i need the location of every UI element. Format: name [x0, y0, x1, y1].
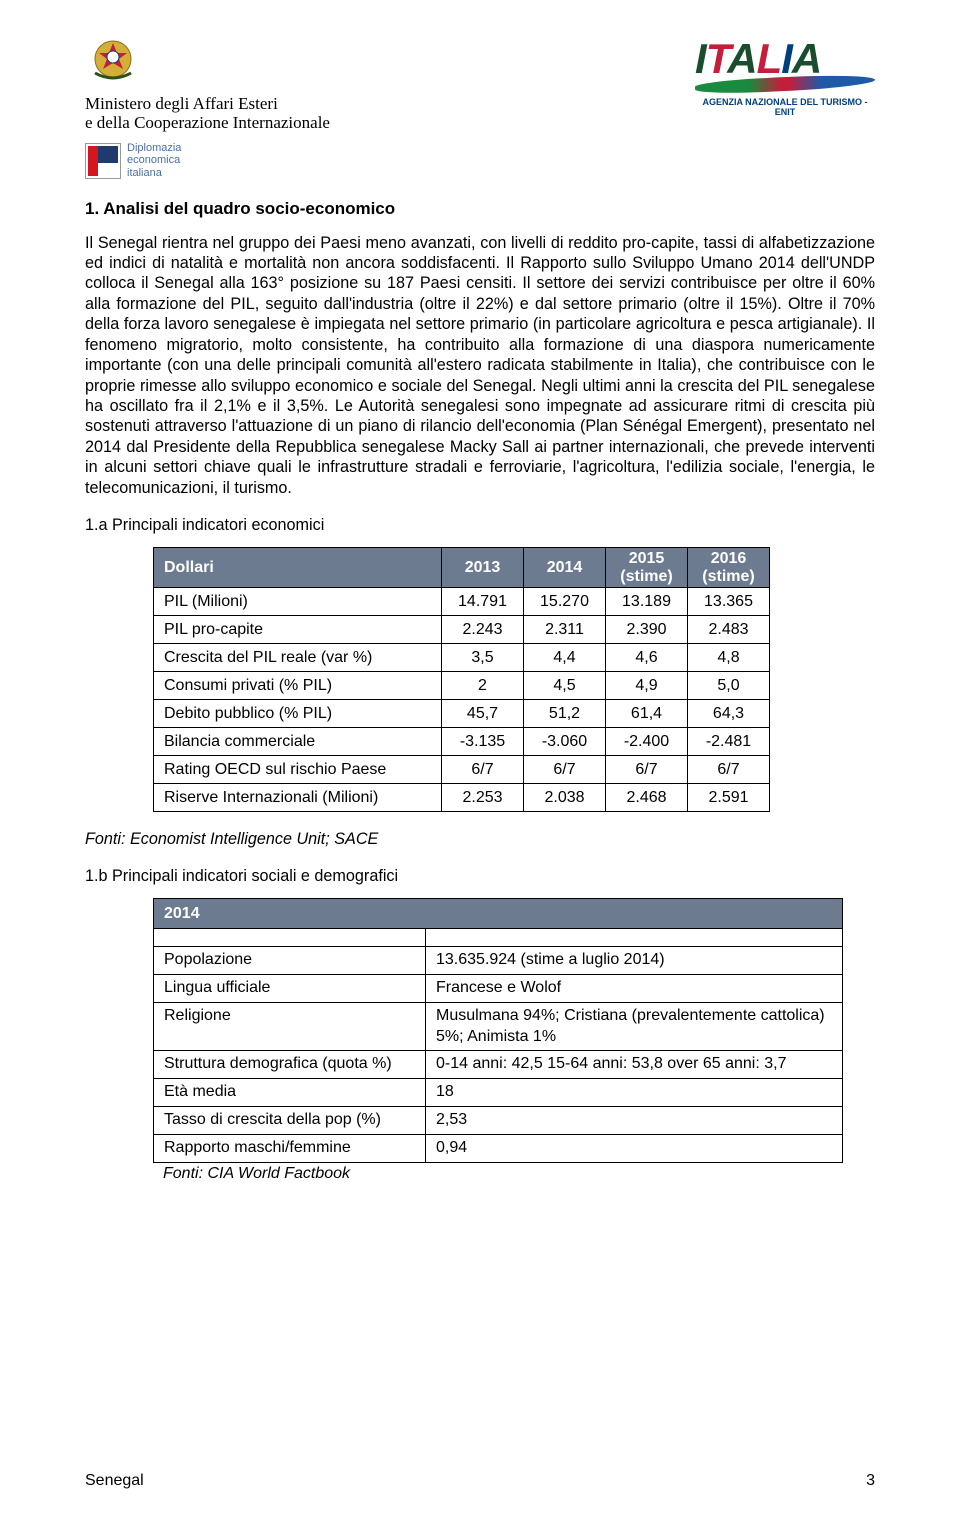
demo-key: Tasso di crescita della pop (%)	[154, 1106, 426, 1134]
subsection-b-title: 1.b Principali indicatori sociali e demo…	[85, 867, 875, 886]
cell-value: 4,8	[688, 644, 770, 672]
cell-value: 14.791	[442, 588, 524, 616]
demo-value: 0-14 anni: 42,5 15-64 anni: 53,8 over 65…	[426, 1051, 843, 1079]
cell-value: 2.243	[442, 616, 524, 644]
cell-value: 2.468	[606, 784, 688, 812]
demo-source: Fonti: CIA World Factbook	[163, 1165, 875, 1183]
demo-value: Francese e Wolof	[426, 974, 843, 1002]
col-header-2013: 2013	[442, 547, 524, 587]
subsection-a-title: 1.a Principali indicatori economici	[85, 516, 875, 535]
cell-value: 4,5	[524, 672, 606, 700]
cell-value: 2.390	[606, 616, 688, 644]
row-label: PIL (Milioni)	[154, 588, 442, 616]
table-row: Rapporto maschi/femmine0,94	[154, 1134, 843, 1162]
table-row: Età media18	[154, 1079, 843, 1107]
table-row: Popolazione13.635.924 (stime a luglio 20…	[154, 947, 843, 975]
row-label: Consumi privati (% PIL)	[154, 672, 442, 700]
cell-value: 45,7	[442, 700, 524, 728]
cell-value: 2	[442, 672, 524, 700]
cell-value: 5,0	[688, 672, 770, 700]
cell-value: 4,9	[606, 672, 688, 700]
cell-value: -2.481	[688, 728, 770, 756]
cell-value: 64,3	[688, 700, 770, 728]
source-a: Fonti: Economist Intelligence Unit; SACE	[85, 830, 875, 849]
demo-key: Lingua ufficiale	[154, 974, 426, 1002]
table-row: Lingua ufficialeFrancese e Wolof	[154, 974, 843, 1002]
ministry-name: Ministero degli Affari Esteri e della Co…	[85, 95, 330, 132]
demo-value: 0,94	[426, 1134, 843, 1162]
row-label: PIL pro-capite	[154, 616, 442, 644]
ministry-line-2: e della Cooperazione Internazionale	[85, 113, 330, 132]
cell-value: -3.135	[442, 728, 524, 756]
italia-subtitle: AGENZIA NAZIONALE DEL TURISMO - ENIT	[695, 97, 875, 117]
economic-indicators-table: Dollari 2013 2014 2015(stime) 2016(stime…	[153, 547, 770, 812]
table-row: Tasso di crescita della pop (%)2,53	[154, 1106, 843, 1134]
demo-header: 2014	[154, 899, 843, 929]
table-row: PIL (Milioni)14.79115.27013.18913.365	[154, 588, 770, 616]
demo-key: Popolazione	[154, 947, 426, 975]
demographic-indicators-table: 2014 Popolazione13.635.924 (stime a lugl…	[153, 898, 843, 1162]
page-footer: Senegal 3	[85, 1472, 875, 1490]
demo-value: 13.635.924 (stime a luglio 2014)	[426, 947, 843, 975]
cell-value: 4,6	[606, 644, 688, 672]
cell-value: 6/7	[606, 756, 688, 784]
footer-page-number: 3	[866, 1472, 875, 1490]
cell-value: 13.365	[688, 588, 770, 616]
body-paragraph: Il Senegal rientra nel gruppo dei Paesi …	[85, 233, 875, 498]
cell-value: 2.253	[442, 784, 524, 812]
cell-value: 15.270	[524, 588, 606, 616]
table-row: PIL pro-capite2.2432.3112.3902.483	[154, 616, 770, 644]
demo-value: 18	[426, 1079, 843, 1107]
row-label: Rating OECD sul rischio Paese	[154, 756, 442, 784]
cell-value: -2.400	[606, 728, 688, 756]
section-title: 1. Analisi del quadro socio-economico	[85, 199, 875, 219]
table-row: Struttura demografica (quota %)0-14 anni…	[154, 1051, 843, 1079]
ministry-line-1: Ministero degli Affari Esteri	[85, 94, 278, 113]
page-header: Ministero degli Affari Esteri e della Co…	[85, 35, 875, 179]
cell-value: 6/7	[688, 756, 770, 784]
col-header-label: Dollari	[154, 547, 442, 587]
diplomacy-badge: Diplomazia economica italiana	[85, 142, 330, 178]
cell-value: 2.591	[688, 784, 770, 812]
cell-value: 2.311	[524, 616, 606, 644]
col-header-2015: 2015(stime)	[606, 547, 688, 587]
row-label: Riserve Internazionali (Milioni)	[154, 784, 442, 812]
demo-key: Rapporto maschi/femmine	[154, 1134, 426, 1162]
table-row: Debito pubblico (% PIL)45,751,261,464,3	[154, 700, 770, 728]
cell-value: 13.189	[606, 588, 688, 616]
cell-value: 6/7	[524, 756, 606, 784]
demo-key: Età media	[154, 1079, 426, 1107]
diplomacy-flag-icon	[85, 143, 121, 179]
cell-value: 6/7	[442, 756, 524, 784]
row-label: Bilancia commerciale	[154, 728, 442, 756]
cell-value: 2.038	[524, 784, 606, 812]
col-header-2016: 2016(stime)	[688, 547, 770, 587]
demo-value: Musulmana 94%; Cristiana (prevalentement…	[426, 1002, 843, 1051]
cell-value: 2.483	[688, 616, 770, 644]
diplomacy-text: Diplomazia economica italiana	[127, 142, 181, 178]
table-row: Riserve Internazionali (Milioni)2.2532.0…	[154, 784, 770, 812]
footer-left: Senegal	[85, 1472, 144, 1490]
cell-value: 3,5	[442, 644, 524, 672]
italia-logo: ITALIA AGENZIA NAZIONALE DEL TURISMO - E…	[695, 35, 875, 117]
cell-value: 4,4	[524, 644, 606, 672]
row-label: Debito pubblico (% PIL)	[154, 700, 442, 728]
italian-emblem-icon	[85, 35, 141, 91]
header-left: Ministero degli Affari Esteri e della Co…	[85, 35, 330, 179]
row-label: Crescita del PIL reale (var %)	[154, 644, 442, 672]
table-row: Consumi privati (% PIL)24,54,95,0	[154, 672, 770, 700]
table-row: Rating OECD sul rischio Paese6/76/76/76/…	[154, 756, 770, 784]
cell-value: 51,2	[524, 700, 606, 728]
col-header-2014: 2014	[524, 547, 606, 587]
table-row: ReligioneMusulmana 94%; Cristiana (preva…	[154, 1002, 843, 1051]
demo-key: Religione	[154, 1002, 426, 1051]
demo-value: 2,53	[426, 1106, 843, 1134]
table-row: Bilancia commerciale-3.135-3.060-2.400-2…	[154, 728, 770, 756]
cell-value: 61,4	[606, 700, 688, 728]
table-row: Crescita del PIL reale (var %)3,54,44,64…	[154, 644, 770, 672]
cell-value: -3.060	[524, 728, 606, 756]
demo-key: Struttura demografica (quota %)	[154, 1051, 426, 1079]
